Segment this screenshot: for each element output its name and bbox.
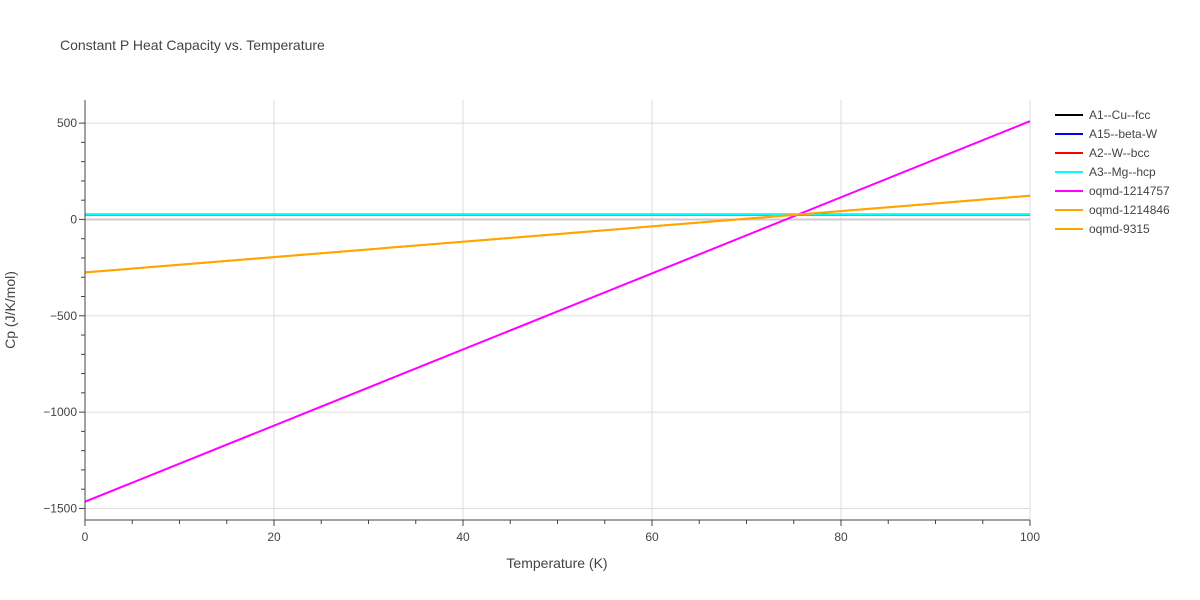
axes: 0 20 40 60 80 100 500 0 −500 −1000 −1500 bbox=[43, 100, 1040, 544]
x-tick-label: 100 bbox=[1020, 530, 1040, 544]
chart-title: Constant P Heat Capacity vs. Temperature bbox=[60, 37, 325, 53]
y-tick-label: −1000 bbox=[43, 405, 77, 419]
legend-item-label[interactable]: A1--Cu--fcc bbox=[1089, 108, 1150, 122]
y-tick-label: −500 bbox=[50, 309, 77, 323]
legend-item-label[interactable]: oqmd-9315 bbox=[1089, 222, 1150, 236]
legend-item-label[interactable]: A3--Mg--hcp bbox=[1089, 165, 1156, 179]
series-line[interactable] bbox=[84, 194, 1031, 274]
series-line[interactable] bbox=[84, 120, 1031, 503]
x-axis-label: Temperature (K) bbox=[506, 555, 607, 571]
y-axis-label: Cp (J/K/mol) bbox=[2, 271, 18, 349]
y-tick-label: −1500 bbox=[43, 501, 77, 515]
x-tick-label: 80 bbox=[834, 530, 848, 544]
x-tick-label: 40 bbox=[456, 530, 470, 544]
x-tick-label: 0 bbox=[82, 530, 89, 544]
y-tick-label: 0 bbox=[70, 212, 77, 226]
x-tick-label: 60 bbox=[645, 530, 659, 544]
legend-item-label[interactable]: A2--W--bcc bbox=[1089, 146, 1149, 160]
x-tick-label: 20 bbox=[267, 530, 281, 544]
y-tick-label: 500 bbox=[57, 116, 77, 130]
grid bbox=[85, 100, 1031, 520]
legend-item-label[interactable]: oqmd-1214757 bbox=[1089, 184, 1170, 198]
legend-item-label[interactable]: oqmd-1214846 bbox=[1089, 203, 1170, 217]
series-layer bbox=[84, 120, 1031, 503]
legend-item-label[interactable]: A15--beta-W bbox=[1089, 127, 1158, 141]
legend[interactable]: A1--Cu--fcc A15--beta-W A2--W--bcc A3--Mg--… bbox=[1055, 108, 1170, 236]
